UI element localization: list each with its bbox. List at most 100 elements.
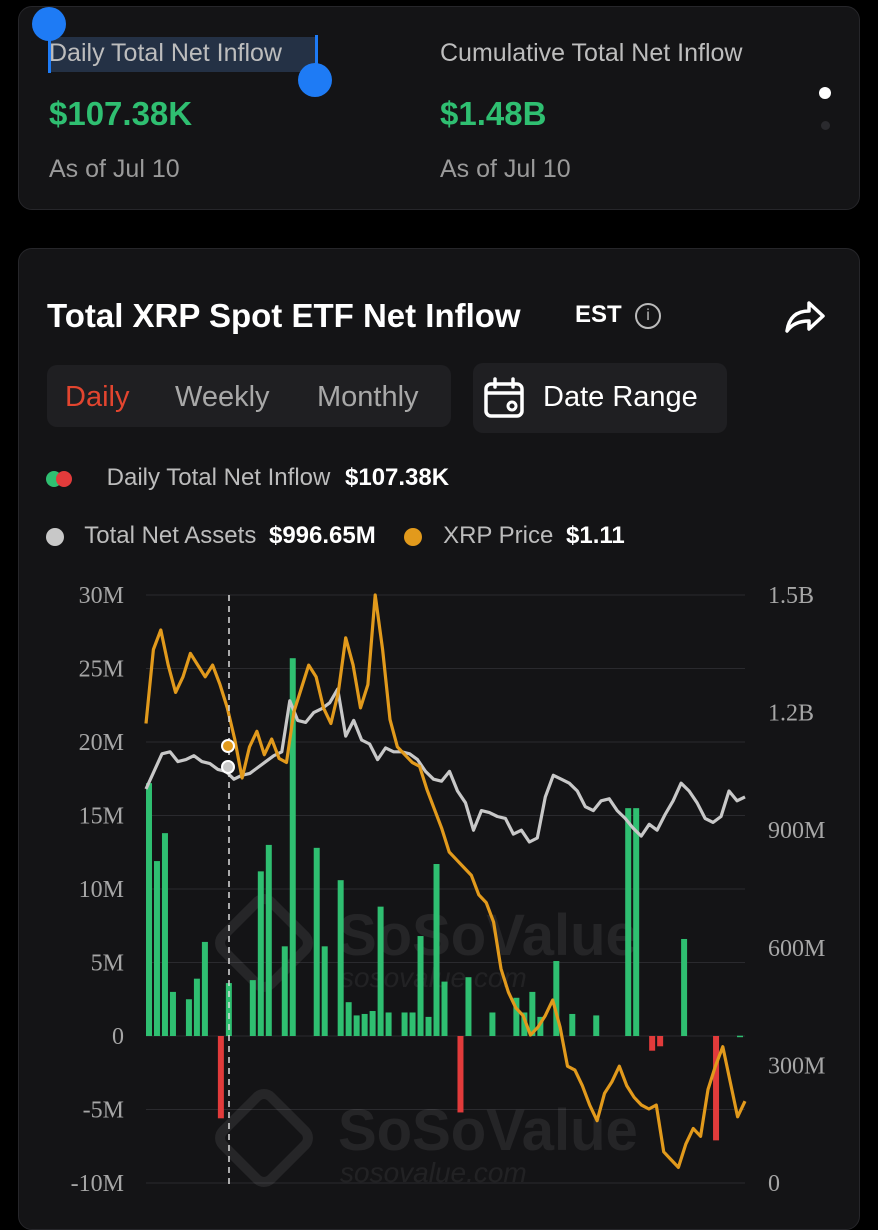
inflow-bar [625,808,632,1036]
inflow-bar [633,808,640,1036]
legend-assets-price: Total Net Assets $996.65M XRP Price $1.1… [46,522,625,550]
date-range-button[interactable]: Date Range [473,363,727,433]
period-tabs: Daily Weekly Monthly [47,365,451,427]
left-tick-label: 15M [79,804,124,830]
watermark-icon [215,1089,313,1187]
left-tick-label: -10M [71,1171,124,1197]
legend-inflow: Daily Total Net Inflow $107.38K [46,464,449,492]
calendar-icon [484,377,524,418]
right-axis-ticks: 1.5B 1.2B 900M 600M 300M 0 [768,583,825,1197]
daily-net-inflow-label: Daily Total Net Inflow [49,39,282,67]
inflow-bar [433,864,440,1036]
chart-card: Total XRP Spot ETF Net Inflow EST i Dail… [18,248,860,1230]
right-tick-label: 1.2B [768,701,814,727]
share-arrow-icon[interactable] [783,297,827,337]
legend-price-value: $1.11 [566,522,625,549]
inflow-bar [465,977,472,1036]
right-tick-label: 1.5B [768,583,814,609]
outflow-bar [713,1036,720,1141]
outflow-bar [217,1036,224,1119]
daily-net-inflow-date: As of Jul 10 [49,155,180,183]
inflow-bar [337,880,344,1036]
inflow-bar [417,936,424,1036]
inflow-bar [249,980,256,1036]
inflow-bar [353,1015,360,1036]
chart-title: Total XRP Spot ETF Net Inflow [47,297,521,334]
inflow-bar [193,978,200,1036]
inflow-bar [201,941,208,1036]
watermark-brand: SoSoValue [338,903,638,968]
left-tick-label: 10M [79,877,124,903]
legend-price-swatch [404,527,423,546]
inflow-bar [489,1012,496,1036]
outflow-bar [457,1036,464,1113]
inflow-bar [345,1002,352,1036]
left-tick-label: 20M [79,730,124,756]
inflow-bar [377,906,384,1036]
inflow-bar [569,1013,576,1036]
hover-cursor [221,595,235,1185]
inflow-bar [369,1011,376,1036]
inflow-bar [161,833,168,1036]
left-tick-label: 5M [91,951,124,977]
tab-monthly[interactable]: Monthly [317,381,419,413]
right-tick-label: 0 [768,1171,780,1197]
inflow-bar [146,783,152,1036]
inflow-bars [146,658,744,1141]
legend-assets-label: Total Net Assets [84,522,257,549]
carousel-dot-active[interactable] [819,87,831,99]
sosovalue-watermarks: SoSoValuesosovalue.comSoSoValuesosovalue… [215,894,638,1188]
info-icon[interactable]: i [635,303,661,329]
chart-lines [144,593,747,1169]
inflow-bar [153,861,160,1036]
inflow-bar [553,961,560,1036]
cumulative-net-inflow-value: $1.48B [440,95,547,132]
inflow-bar [521,1012,528,1036]
legend-inflow-swatch [46,470,72,487]
inflow-bar [513,997,520,1036]
selection-caret-end [315,35,318,73]
cumulative-net-inflow-date: As of Jul 10 [440,155,571,183]
daily-net-inflow-value: $107.38K [49,95,193,132]
inflow-bar [289,658,296,1036]
xrp-price-line [144,593,747,1169]
cumulative-net-inflow-label: Cumulative Total Net Inflow [440,39,743,67]
selection-handle-end[interactable] [298,63,332,97]
inflow-bar [737,1035,744,1038]
inflow-bar [313,847,320,1036]
timezone-label: EST [575,301,622,328]
watermark-icon [215,894,313,992]
inflow-bar [441,981,448,1036]
inflow-bar [401,1012,408,1036]
inflow-bar [425,1016,432,1036]
net-inflow-chart[interactable]: SoSoValuesosovalue.comSoSoValuesosovalue… [0,560,878,1199]
inflow-bar [257,871,264,1036]
inflow-bar [409,1012,416,1036]
selection-handle-start[interactable] [32,7,66,41]
inflow-bar [265,844,272,1036]
inflow-bar [681,938,688,1036]
left-tick-label: 30M [79,583,124,609]
legend-inflow-value: $107.38K [345,464,450,491]
inflow-bar [361,1013,368,1036]
tab-daily[interactable]: Daily [65,381,130,413]
legend-inflow-label: Daily Total Net Inflow [106,464,331,491]
legend-price-label: XRP Price [443,522,554,549]
left-tick-label: 0 [112,1024,124,1050]
carousel-dot[interactable] [821,121,830,130]
right-tick-label: 300M [768,1053,825,1079]
inflow-bar [169,991,176,1036]
right-tick-label: 600M [768,936,825,962]
chart-gridlines [146,594,745,1184]
tab-weekly[interactable]: Weekly [175,381,270,413]
inflow-bar [593,1015,600,1036]
left-axis-ticks: 30M 25M 20M 15M 10M 5M 0 -5M -10M [71,583,124,1197]
cursor-price-marker [221,739,235,753]
inflow-bar [321,946,328,1036]
summary-card: Daily Total Net Inflow $107.38K As of Ju… [18,6,860,210]
cursor-assets-marker [221,760,235,774]
watermark-url: sosovalue.com [340,1157,527,1188]
text-selection-highlight [48,37,316,72]
